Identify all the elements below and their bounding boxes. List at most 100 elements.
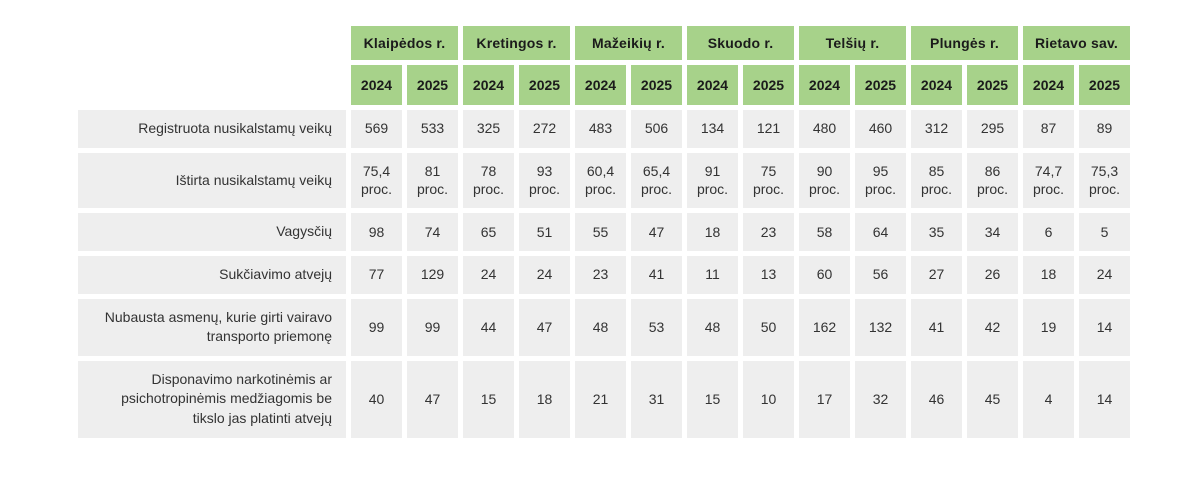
year-header-cell: 2024	[1023, 65, 1074, 105]
year-header-row: 2024 2025 2024 2025 2024 2025 2024 2025 2024 2025…	[78, 65, 1130, 105]
year-header-cell: 2024	[575, 65, 626, 105]
row-label-cell: Registruota nusikalstamų veikų	[78, 110, 346, 148]
region-header-cell: Mažeikių r.	[575, 26, 682, 60]
value-cell: 87	[1023, 110, 1074, 148]
table-body: Registruota nusikalstamų veikų 569 533 32 5 2…	[78, 110, 1130, 438]
year-header-cell: 2025	[631, 65, 682, 105]
value-cell: 23	[743, 213, 794, 251]
year-header-cell: 2025	[967, 65, 1018, 105]
value-cell: 24	[1079, 255, 1130, 294]
value-cell: 27	[911, 255, 962, 294]
value-cell: 14	[1079, 298, 1130, 356]
value-cell: 312	[911, 110, 962, 148]
value-cell: 60,4 proc.	[575, 152, 626, 209]
region-header-cell: Kretingos r.	[463, 26, 570, 60]
value-cell: 75 proc.	[743, 152, 794, 209]
value-cell: 13	[743, 255, 794, 294]
value-cell: 6	[1023, 213, 1074, 251]
value-cell: 483	[575, 110, 626, 148]
value-cell: 26	[967, 255, 1018, 294]
value-cell: 60	[799, 255, 850, 294]
value-cell: 10	[743, 360, 794, 438]
value-cell: 65	[463, 213, 514, 251]
row-label-cell: Nubausta asmenų, kurie girti vairavo tra…	[78, 298, 346, 356]
value-cell: 272	[519, 110, 570, 148]
value-cell: 58	[799, 213, 850, 251]
value-cell: 11	[687, 255, 738, 294]
table-header: Klaipėdos r. Kretingos r. Mažeikių r. Skuod…	[78, 26, 1130, 105]
value-cell: 56	[855, 255, 906, 294]
table-row: Vagysčių 98 74 65 51 55 47 18 23 58 64 35 34 6 5	[78, 213, 1130, 251]
value-cell: 24	[519, 255, 570, 294]
year-header-cell: 2024	[351, 65, 402, 105]
value-cell: 295	[967, 110, 1018, 148]
value-cell: 480	[799, 110, 850, 148]
year-header-cell: 2025	[855, 65, 906, 105]
value-cell: 35	[911, 213, 962, 251]
year-header-cell: 2025	[1079, 65, 1130, 105]
value-cell: 134	[687, 110, 738, 148]
value-cell: 50	[743, 298, 794, 356]
value-cell: 31	[631, 360, 682, 438]
value-cell: 98	[351, 213, 402, 251]
value-cell: 93 proc.	[519, 152, 570, 209]
table-row: Sukčiavimo atvejų 77 129 24 24 23 41 11 13 60 56 27…	[78, 255, 1130, 294]
value-cell: 91 proc.	[687, 152, 738, 209]
year-header-cell: 2024	[463, 65, 514, 105]
region-header-cell: Skuodo r.	[687, 26, 794, 60]
year-header-cell: 2024	[799, 65, 850, 105]
value-cell: 48	[575, 298, 626, 356]
value-cell: 74,7 proc.	[1023, 152, 1074, 209]
value-cell: 47	[407, 360, 458, 438]
value-cell: 32	[855, 360, 906, 438]
value-cell: 90 proc.	[799, 152, 850, 209]
value-cell: 41	[911, 298, 962, 356]
value-cell: 15	[687, 360, 738, 438]
value-cell: 5	[1079, 213, 1130, 251]
year-header-cell: 2024	[911, 65, 962, 105]
year-header-cell: 2025	[743, 65, 794, 105]
value-cell: 506	[631, 110, 682, 148]
value-cell: 47	[519, 298, 570, 356]
value-cell: 162	[799, 298, 850, 356]
value-cell: 99	[351, 298, 402, 356]
crime-statistics-table: Klaipėdos r. Kretingos r. Mažeikių r. Skuod…	[73, 21, 1135, 443]
value-cell: 81 proc.	[407, 152, 458, 209]
value-cell: 41	[631, 255, 682, 294]
value-cell: 569	[351, 110, 402, 148]
value-cell: 4	[1023, 360, 1074, 438]
value-cell: 132	[855, 298, 906, 356]
value-cell: 48	[687, 298, 738, 356]
value-cell: 129	[407, 255, 458, 294]
value-cell: 86 proc.	[967, 152, 1018, 209]
value-cell: 18	[519, 360, 570, 438]
table-row: Ištirta nusikalstamų veikų 75,4 proc. 81 p…	[78, 152, 1130, 209]
value-cell: 40	[351, 360, 402, 438]
value-cell: 18	[687, 213, 738, 251]
value-cell: 99	[407, 298, 458, 356]
region-header-cell: Klaipėdos r.	[351, 26, 458, 60]
row-label-cell: Vagysčių	[78, 213, 346, 251]
value-cell: 460	[855, 110, 906, 148]
page-container: Klaipėdos r. Kretingos r. Mažeikių r. Skuod…	[73, 21, 1135, 443]
value-cell: 51	[519, 213, 570, 251]
value-cell: 14	[1079, 360, 1130, 438]
value-cell: 75,3 proc.	[1079, 152, 1130, 209]
value-cell: 21	[575, 360, 626, 438]
row-label-cell: Disponavimo narkotinėmis ar psichotropin…	[78, 360, 346, 438]
value-cell: 75,4 proc.	[351, 152, 402, 209]
value-cell: 89	[1079, 110, 1130, 148]
table-row: Nubausta asmenų, kurie girti vairavo tra…	[78, 298, 1130, 356]
row-label-cell: Sukčiavimo atvejų	[78, 255, 346, 294]
year-header-cell: 2024	[687, 65, 738, 105]
value-cell: 18	[1023, 255, 1074, 294]
row-label-cell: Ištirta nusikalstamų veikų	[78, 152, 346, 209]
value-cell: 77	[351, 255, 402, 294]
corner-blank-cell	[78, 26, 346, 105]
table-row: Disponavimo narkotinėmis ar psichotropin…	[78, 360, 1130, 438]
value-cell: 95 proc.	[855, 152, 906, 209]
region-header-cell: Telšių r.	[799, 26, 906, 60]
value-cell: 65,4 proc.	[631, 152, 682, 209]
year-header-cell: 2025	[519, 65, 570, 105]
value-cell: 533	[407, 110, 458, 148]
